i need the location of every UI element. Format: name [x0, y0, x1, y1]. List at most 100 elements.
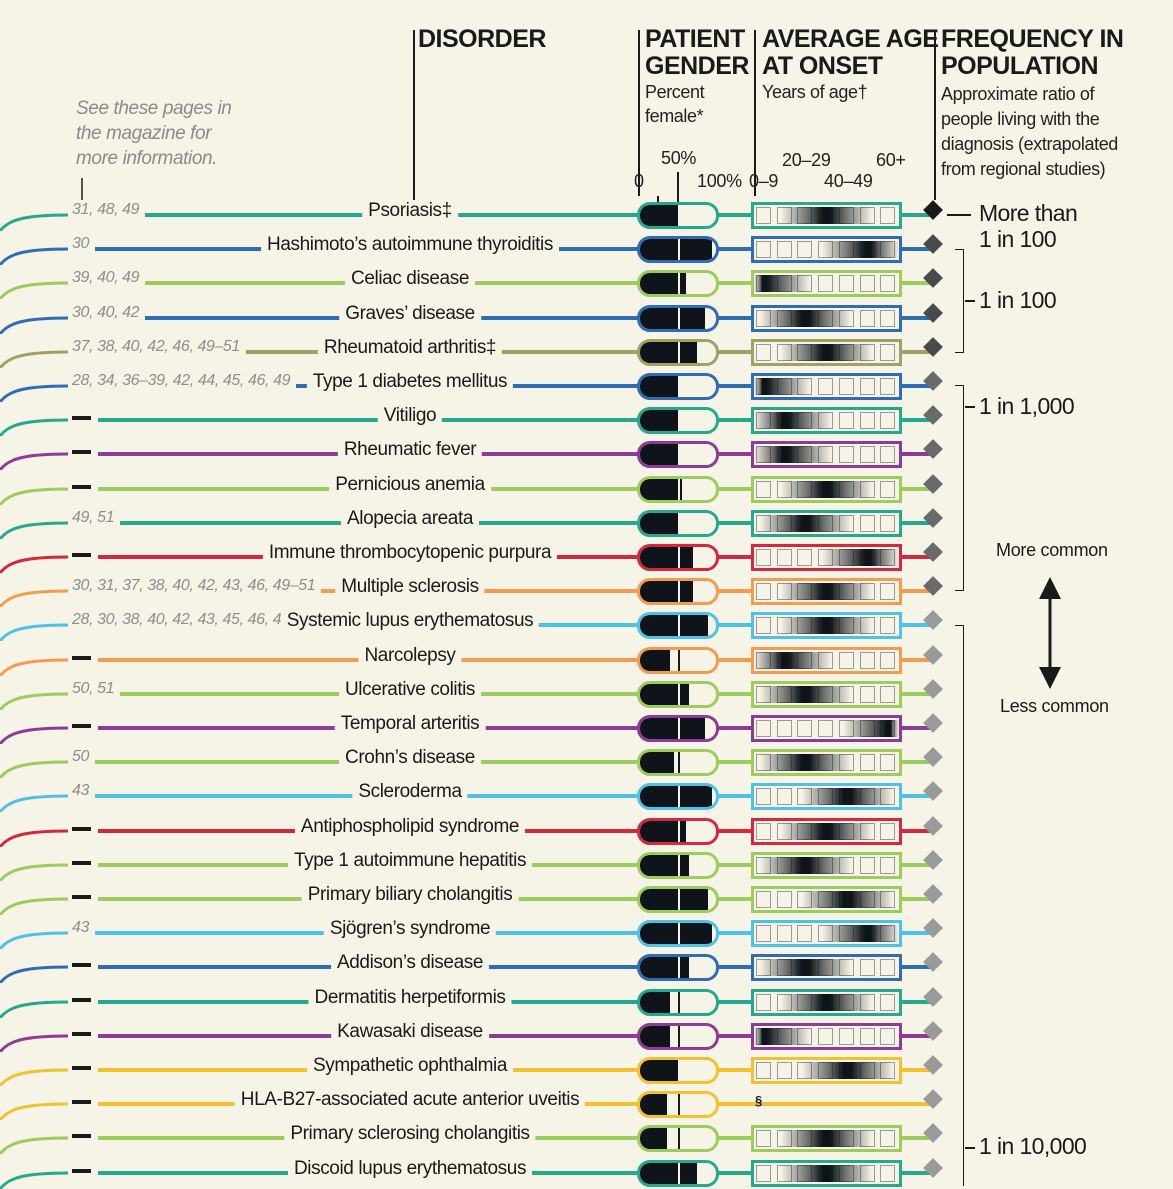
- row-pages-dash: [72, 485, 91, 489]
- age-bin-cell: [756, 823, 771, 840]
- table-row: 37, 38, 40, 42, 46, 49–51 Rheumatoid arth…: [0, 334, 1173, 368]
- gender-bar-fill: [640, 205, 678, 226]
- table-row: Pernicious anemia: [0, 471, 1173, 505]
- row-connector-curve: [0, 863, 69, 881]
- age-onset-bar: [751, 476, 902, 503]
- row-disorder-name: Sjögren’s syndrome: [323, 918, 497, 940]
- age-bin-cell: [859, 754, 875, 771]
- label-1-in-100: 1 in 100: [979, 287, 1057, 313]
- frequency-subtitle-line4: from regional studies): [941, 159, 1106, 179]
- age-onset-bar: [751, 510, 902, 537]
- age-scale-60plus: 60+: [876, 150, 906, 170]
- gender-bar-fill: [640, 923, 713, 944]
- age-bin-cell: [838, 275, 854, 292]
- frequency-subtitle-line1: Approximate ratio of: [941, 84, 1095, 104]
- gender-bar-fill: [640, 1128, 667, 1149]
- gender-bar-fill: [640, 615, 709, 636]
- row-pages-dash: [72, 1100, 91, 1104]
- row-disorder-name: Ulcerative colitis: [338, 679, 482, 701]
- age-peak-gradient: [843, 720, 899, 737]
- gender-bar-fill: [640, 1163, 697, 1184]
- gender-bar-fill: [640, 273, 686, 294]
- age-bin-cell: [880, 515, 896, 532]
- gender-bar-fill: [640, 957, 690, 978]
- age-bin-cell: [797, 925, 813, 942]
- age-bin-cell: [776, 891, 792, 908]
- gender-bar-midline: [678, 308, 680, 329]
- age-onset-bar: [751, 1057, 902, 1084]
- gender-bar-midline: [678, 581, 680, 602]
- row-disorder-name: Crohn’s disease: [339, 747, 481, 769]
- age-peak-gradient: [801, 1062, 893, 1079]
- gender-bar-fill: [640, 376, 678, 397]
- row-connector-curve: [0, 760, 69, 778]
- gender-bar-midline: [678, 752, 680, 773]
- age-onset-bar: [751, 270, 902, 297]
- age-bin-cell: [756, 720, 771, 737]
- gender-bar-fill: [640, 821, 686, 842]
- age-peak-gradient: [760, 686, 852, 703]
- row-pages-dash: [72, 963, 91, 967]
- gender-bar-fill: [640, 308, 705, 329]
- age-bin-cell: [880, 1165, 896, 1182]
- gender-bar: [637, 305, 719, 332]
- gender-bar-fill: [640, 1026, 671, 1047]
- age-onset-bar: [751, 305, 902, 332]
- row-connector-curve: [0, 1000, 69, 1018]
- row-connector-curve: [0, 965, 69, 983]
- disorder-header-rule: [413, 30, 415, 206]
- gender-bar: [637, 578, 719, 605]
- age-onset-bar: [751, 989, 902, 1016]
- age-bin-cell: [880, 207, 896, 224]
- row-connector-curve: [0, 1102, 69, 1120]
- frequency-header-line2: POPULATION: [941, 52, 1099, 80]
- age-peak-gradient: [760, 754, 852, 771]
- age-subtitle: Years of age†: [762, 82, 868, 102]
- gender-subtitle-line2: female*: [645, 106, 704, 126]
- row-line-connector: [715, 1102, 930, 1106]
- age-onset-bar: [751, 236, 902, 263]
- gender-bar-midline: [678, 718, 680, 739]
- age-bin-cell: [859, 378, 875, 395]
- row-connector-curve: [0, 829, 69, 847]
- age-bin-cell: [880, 412, 896, 429]
- frequency-header-line1: FREQUENCY IN: [941, 25, 1124, 53]
- gender-bar-fill: [640, 889, 709, 910]
- row-connector-curve: [0, 487, 69, 505]
- age-bin-cell: [756, 241, 771, 258]
- row-connector-curve: [0, 589, 69, 607]
- age-bin-cell: [776, 925, 792, 942]
- gender-bar-fill: [640, 752, 675, 773]
- gender-bar: [637, 510, 719, 537]
- age-peak-gradient: [822, 549, 899, 566]
- row-disorder-name: Sympathetic ophthalmia: [307, 1055, 513, 1077]
- age-onset-bar: [751, 818, 902, 845]
- gender-bar-fill: [640, 444, 678, 465]
- age-onset-bar: [751, 920, 902, 947]
- age-bin-cell: [756, 207, 771, 224]
- gender-scale-0: 0: [634, 171, 644, 191]
- age-peak-gradient: [760, 959, 852, 976]
- row-disorder-name: Graves’ disease: [339, 303, 481, 325]
- age-peak-gradient: [801, 788, 893, 805]
- age-bin-cell: [797, 241, 813, 258]
- row-disorder-name: Rheumatic fever: [337, 439, 483, 461]
- gender-bar-midline: [678, 479, 680, 500]
- row-connector-curve: [0, 452, 69, 470]
- gender-bar: [637, 407, 719, 434]
- gender-bar: [637, 647, 719, 674]
- pages-tick: [81, 178, 83, 200]
- gender-bar-fill: [640, 239, 713, 260]
- row-disorder-name: Kawasaki disease: [331, 1021, 489, 1043]
- row-disorder-name: Systemic lupus erythematosus: [280, 610, 540, 632]
- row-connector-curve: [0, 1034, 69, 1052]
- gender-bar-fill: [640, 855, 690, 876]
- frequency-header-rule: [934, 30, 936, 200]
- row-disorder-name: Dermatitis herpetiformis: [308, 987, 512, 1009]
- row-connector-curve: [0, 316, 69, 334]
- row-pages: 30, 31, 37, 38, 40, 42, 43, 46, 49–51: [72, 577, 316, 594]
- age-bin-cell: [756, 617, 771, 634]
- gender-bar-midline: [678, 957, 680, 978]
- age-bin-cell: [880, 481, 896, 498]
- gender-header-line2: GENDER: [645, 52, 749, 80]
